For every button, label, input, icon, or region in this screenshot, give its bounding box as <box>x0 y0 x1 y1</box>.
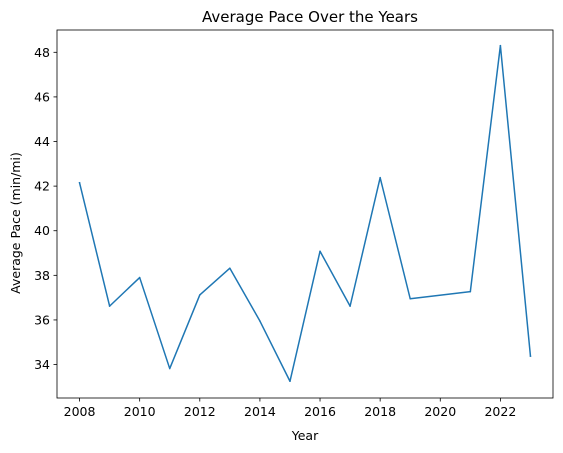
data-point <box>259 320 261 322</box>
data-point <box>409 298 411 300</box>
x-tick-label: 2022 <box>484 404 516 419</box>
y-tick-label: 38 <box>34 268 50 283</box>
data-point <box>379 176 381 179</box>
x-tick-label: 2008 <box>64 404 96 419</box>
data-point <box>499 44 502 47</box>
plot-frame <box>56 29 554 399</box>
y-tick-label: 44 <box>34 134 50 149</box>
data-point <box>319 250 321 252</box>
y-tick-label: 46 <box>34 89 50 104</box>
x-tick-label: 2014 <box>244 404 276 419</box>
data-point <box>168 367 171 370</box>
data-point <box>108 305 111 307</box>
plot-area <box>56 29 554 399</box>
x-tick-label: 2020 <box>424 404 456 419</box>
data-point <box>469 290 472 293</box>
data-point <box>529 355 532 357</box>
axis-ticks: 2008 2010 2012 2014 2016 2018 2020 2022 34 36 38 40… <box>34 45 516 419</box>
x-tick-label: 2018 <box>364 404 396 419</box>
data-point <box>78 182 81 184</box>
y-tick-label: 36 <box>34 312 50 327</box>
y-tick-label: 42 <box>34 179 50 194</box>
data-point <box>199 294 201 296</box>
data-point <box>349 305 351 307</box>
chart-title: Average Pace Over the Years <box>202 8 418 26</box>
x-axis-label: Year <box>291 428 319 443</box>
x-tick-label: 2012 <box>184 404 216 419</box>
data-point <box>229 267 231 269</box>
data-point <box>289 380 291 383</box>
series-line <box>78 44 532 383</box>
y-tick-label: 34 <box>34 357 50 372</box>
x-tick-label: 2016 <box>304 404 336 419</box>
y-tick-label: 40 <box>34 223 50 238</box>
x-tick-label: 2010 <box>124 404 156 419</box>
y-tick-label: 48 <box>34 45 50 60</box>
data-point <box>138 276 141 279</box>
y-axis-label: Average Pace (min/mi) <box>8 152 23 294</box>
